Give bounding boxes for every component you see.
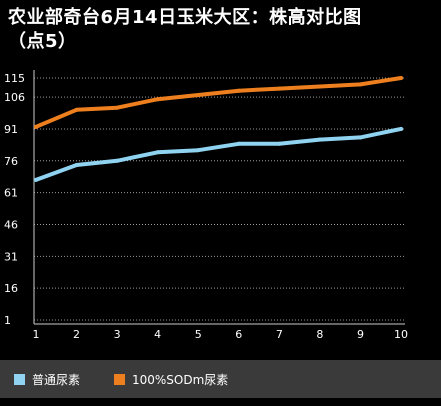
legend-item-series-2: 100%SODm尿素 bbox=[114, 371, 228, 388]
y-tick-label: 16 bbox=[4, 282, 18, 295]
data-point-series-1 bbox=[399, 126, 403, 131]
x-tick-label: 3 bbox=[114, 328, 121, 341]
legend-label-series-2: 100%SODm尿素 bbox=[132, 373, 229, 387]
data-point-series-2 bbox=[317, 84, 322, 89]
y-tick-label: 61 bbox=[4, 187, 18, 200]
data-point-series-2 bbox=[399, 76, 403, 80]
data-point-series-1 bbox=[317, 137, 322, 142]
data-point-series-2 bbox=[358, 82, 363, 87]
y-tick-label: 46 bbox=[4, 218, 18, 231]
y-tick-label: 91 bbox=[4, 123, 18, 136]
legend-swatch-series-2 bbox=[114, 374, 125, 385]
chart-area: 1 16 31 46 61 76 91 106 115 1 2 3 4 5 6 7 8 9 10 bbox=[4, 70, 409, 341]
axes bbox=[33, 70, 405, 325]
series-lines bbox=[34, 76, 403, 182]
y-tick-label: 115 bbox=[4, 72, 25, 85]
data-point-series-2 bbox=[155, 97, 160, 102]
series-line-1 bbox=[34, 126, 403, 182]
y-tick-label: 1 bbox=[4, 314, 11, 327]
x-tick-label: 9 bbox=[357, 328, 364, 341]
data-point-series-2 bbox=[115, 105, 120, 110]
data-point-series-1 bbox=[34, 177, 38, 182]
x-tick-label: 2 bbox=[73, 328, 80, 341]
data-point-series-2 bbox=[277, 86, 282, 91]
chart-title-line-2: （点5） bbox=[8, 31, 77, 52]
data-point-series-2 bbox=[34, 124, 38, 129]
x-tick-label: 7 bbox=[276, 328, 283, 341]
data-point-series-2 bbox=[74, 107, 79, 112]
x-tick-label: 1 bbox=[33, 328, 40, 341]
chart-title-line-1: 农业部奇台6月14日玉米大区：株高对比图 bbox=[8, 7, 362, 28]
data-point-series-1 bbox=[74, 163, 79, 168]
data-point-series-1 bbox=[277, 141, 282, 146]
y-tick-label: 76 bbox=[4, 155, 18, 168]
legend-swatch-series-1 bbox=[14, 374, 25, 385]
grid-lines bbox=[34, 77, 405, 321]
x-tick-label: 8 bbox=[316, 328, 323, 341]
data-point-series-1 bbox=[155, 150, 160, 155]
data-point-series-1 bbox=[196, 148, 201, 153]
y-tick-labels: 1 16 31 46 61 76 91 106 115 bbox=[4, 72, 25, 327]
data-point-series-1 bbox=[358, 135, 363, 140]
y-tick-label: 31 bbox=[4, 250, 18, 263]
x-tick-label: 5 bbox=[195, 328, 202, 341]
x-tick-labels: 1 2 3 4 5 6 7 8 9 10 bbox=[33, 328, 409, 341]
x-tick-label: 10 bbox=[394, 328, 408, 341]
x-tick-label: 4 bbox=[154, 328, 161, 341]
x-tick-label: 6 bbox=[235, 328, 242, 341]
data-point-series-1 bbox=[115, 158, 120, 163]
legend: 普通尿素 100%SODm尿素 bbox=[0, 360, 441, 398]
data-point-series-2 bbox=[196, 92, 201, 97]
y-tick-label: 106 bbox=[4, 91, 25, 104]
series-line-2 bbox=[34, 76, 403, 129]
data-point-series-1 bbox=[236, 141, 241, 146]
chart-title: 农业部奇台6月14日玉米大区：株高对比图 （点5） bbox=[8, 6, 433, 54]
data-point-series-2 bbox=[236, 88, 241, 93]
legend-label-series-1: 普通尿素 bbox=[32, 373, 81, 387]
legend-item-series-1: 普通尿素 bbox=[14, 371, 80, 388]
